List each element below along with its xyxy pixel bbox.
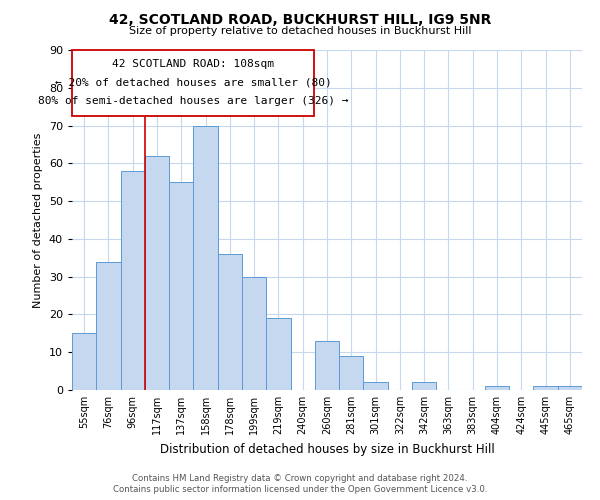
Bar bbox=[242, 276, 266, 390]
Text: 42, SCOTLAND ROAD, BUCKHURST HILL, IG9 5NR: 42, SCOTLAND ROAD, BUCKHURST HILL, IG9 5… bbox=[109, 12, 491, 26]
Bar bbox=[169, 182, 193, 390]
Bar bbox=[145, 156, 169, 390]
Text: 42 SCOTLAND ROAD: 108sqm: 42 SCOTLAND ROAD: 108sqm bbox=[112, 60, 274, 70]
Bar bbox=[558, 386, 582, 390]
Bar bbox=[96, 262, 121, 390]
Text: Size of property relative to detached houses in Buckhurst Hill: Size of property relative to detached ho… bbox=[129, 26, 471, 36]
Bar bbox=[72, 334, 96, 390]
Y-axis label: Number of detached properties: Number of detached properties bbox=[33, 132, 43, 308]
Bar bbox=[412, 382, 436, 390]
Bar bbox=[193, 126, 218, 390]
Text: 80% of semi-detached houses are larger (326) →: 80% of semi-detached houses are larger (… bbox=[38, 96, 349, 106]
Bar bbox=[218, 254, 242, 390]
Bar bbox=[121, 171, 145, 390]
Text: Contains HM Land Registry data © Crown copyright and database right 2024.
Contai: Contains HM Land Registry data © Crown c… bbox=[113, 474, 487, 494]
Bar bbox=[315, 341, 339, 390]
Text: ← 20% of detached houses are smaller (80): ← 20% of detached houses are smaller (80… bbox=[55, 77, 332, 87]
X-axis label: Distribution of detached houses by size in Buckhurst Hill: Distribution of detached houses by size … bbox=[160, 442, 494, 456]
Bar bbox=[266, 318, 290, 390]
Bar bbox=[339, 356, 364, 390]
Bar bbox=[533, 386, 558, 390]
Bar bbox=[485, 386, 509, 390]
FancyBboxPatch shape bbox=[73, 50, 314, 116]
Bar bbox=[364, 382, 388, 390]
